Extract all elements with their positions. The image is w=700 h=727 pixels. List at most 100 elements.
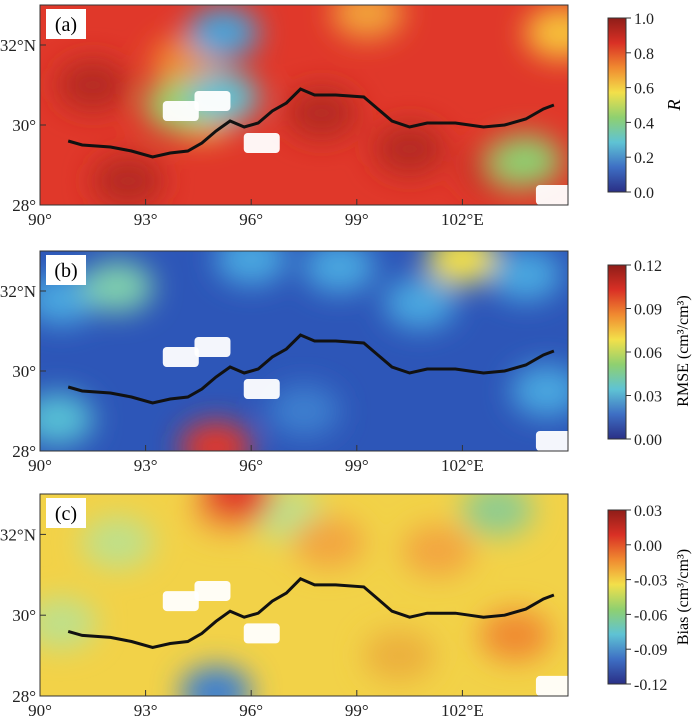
x-tick-label: 90° bbox=[28, 210, 52, 229]
y-tick-label: 32°N bbox=[0, 282, 36, 301]
colorbar: 0.12 0.09 0.06 0.03 0.00 RMSE (cm³/cm³) bbox=[607, 258, 692, 449]
map-panel-b: (b) 90° 93° 96° 99° 102°E 32°N 30° 28° 0.12 0.0… bbox=[0, 250, 692, 475]
x-tick-label: 96° bbox=[239, 701, 263, 720]
colorbar-tick-label: -0.03 bbox=[634, 573, 667, 590]
field-patch bbox=[180, 665, 252, 696]
boundary-line bbox=[67, 577, 555, 650]
field-patch bbox=[40, 393, 94, 445]
y-tick-label: 30° bbox=[12, 362, 36, 381]
colorbar-tick-label: 0.06 bbox=[634, 345, 662, 362]
field-patch bbox=[489, 251, 562, 301]
panel-label: (c) bbox=[55, 503, 77, 525]
colorbar-gradient bbox=[607, 509, 627, 685]
field-patch bbox=[489, 135, 562, 187]
colorbar-title: R bbox=[664, 100, 684, 112]
colorbar-tick-label: 0.8 bbox=[634, 46, 654, 63]
boundary-line bbox=[67, 333, 555, 405]
field-patch bbox=[303, 251, 376, 293]
y-tick-label: 32°N bbox=[0, 525, 36, 544]
colorbar-tick-label: 0.09 bbox=[634, 302, 662, 319]
x-tick-label: 90° bbox=[28, 701, 52, 720]
map-panel-c: (c) 90° 93° 96° 99° 102°E 32°N30°28° 0.030.0… bbox=[0, 493, 692, 720]
colorbar-tick-label: 0.12 bbox=[634, 258, 662, 275]
field-patch bbox=[510, 365, 568, 417]
field-patch bbox=[363, 629, 436, 682]
map-frame bbox=[39, 4, 569, 206]
masked-areas bbox=[162, 580, 568, 696]
masked-areas bbox=[162, 337, 568, 451]
x-tick-label: 102°E bbox=[441, 701, 484, 720]
colorbar-tick-label: 0.00 bbox=[634, 538, 662, 555]
y-axis: 32°N 30° 28° bbox=[0, 282, 46, 461]
masked-areas bbox=[162, 91, 568, 205]
field-patch bbox=[215, 251, 288, 285]
panel-label: (a) bbox=[55, 14, 77, 36]
x-axis: 90° 93° 96° 99° 102°E bbox=[28, 199, 484, 229]
colorbar-tick-label: 1.0 bbox=[634, 11, 654, 28]
y-tick-label: 32°N bbox=[0, 36, 36, 55]
masked-area bbox=[162, 347, 199, 367]
colorbar-ticks: 0.03 0.00 -0.03 -0.06 -0.09 -0.12 bbox=[626, 503, 667, 694]
colorbar-tick-label: -0.06 bbox=[634, 607, 667, 624]
panel-label-box: (c) bbox=[46, 498, 86, 528]
map-frame bbox=[39, 493, 569, 697]
y-tick-label: 28° bbox=[12, 196, 36, 215]
x-tick-label: 93° bbox=[134, 456, 158, 475]
map-panel-a: (a) 90° 93° 96° 99° 102°E 32°N 30° 28° 1.0 0.8 0… bbox=[0, 4, 684, 229]
field-patch bbox=[187, 7, 260, 59]
colorbar: 0.03 0.00 -0.03 -0.06 -0.09 -0.12 Bias (cm³/c… bbox=[607, 503, 692, 694]
y-axis: 32°N 30° 28° bbox=[0, 525, 46, 706]
y-axis: 32°N 30° 28° bbox=[0, 36, 46, 215]
field-patch bbox=[426, 251, 499, 285]
boundary-line bbox=[67, 87, 555, 159]
colorbar-tick-label: 0.0 bbox=[634, 185, 654, 202]
panel-label-box: (a) bbox=[46, 9, 86, 39]
x-tick-label: 96° bbox=[239, 210, 263, 229]
colorbar-title: RMSE (cm³/cm³) bbox=[675, 295, 692, 406]
field-patch bbox=[285, 87, 358, 139]
colorbar-tick-label: 0.4 bbox=[634, 115, 654, 132]
field-patch bbox=[92, 155, 164, 205]
colorbar-tick-label: 0.6 bbox=[634, 81, 654, 98]
colorbar-tick-label: 0.03 bbox=[634, 503, 662, 520]
field-patch bbox=[524, 7, 568, 59]
colorbar-ticks: 0.12 0.09 0.06 0.03 0.00 bbox=[626, 258, 662, 449]
colorbar-tick-label: 0.2 bbox=[634, 150, 654, 167]
field-patch bbox=[384, 277, 457, 329]
masked-area bbox=[162, 101, 199, 121]
x-axis: 90° 93° 96° 99° 102°E bbox=[28, 690, 484, 720]
field-patch bbox=[201, 494, 274, 520]
field-patch bbox=[180, 421, 252, 451]
colorbar-gradient bbox=[607, 17, 627, 193]
field-patch bbox=[292, 516, 365, 569]
x-axis: 90° 93° 96° 99° 102°E bbox=[28, 445, 484, 475]
masked-area bbox=[194, 580, 231, 601]
masked-area bbox=[162, 591, 199, 612]
masked-area bbox=[243, 133, 280, 153]
colorbar-tick-label: -0.09 bbox=[634, 642, 667, 659]
field-patch bbox=[56, 59, 129, 111]
map-frame bbox=[39, 250, 569, 452]
masked-area bbox=[535, 431, 568, 451]
y-tick-label: 28° bbox=[12, 442, 36, 461]
field-patch bbox=[268, 385, 340, 437]
colorbar-tick-label: 0.03 bbox=[634, 389, 662, 406]
field-patch bbox=[461, 494, 534, 537]
y-tick-label: 28° bbox=[12, 687, 36, 706]
field-patch bbox=[401, 524, 474, 577]
field-patches bbox=[40, 494, 552, 696]
field-patch bbox=[331, 5, 404, 39]
x-tick-label: 93° bbox=[134, 701, 158, 720]
x-tick-label: 99° bbox=[345, 210, 369, 229]
field-patch bbox=[81, 516, 154, 569]
colorbar-tick-label: -0.12 bbox=[634, 677, 667, 694]
field-patches bbox=[40, 251, 568, 451]
masked-area bbox=[194, 91, 231, 111]
map-field-b bbox=[40, 251, 568, 451]
panel-label-box: (b) bbox=[46, 255, 86, 285]
masked-area bbox=[243, 379, 280, 399]
map-field-a bbox=[40, 5, 568, 205]
masked-area bbox=[194, 337, 231, 357]
x-tick-label: 99° bbox=[345, 701, 369, 720]
x-tick-label: 96° bbox=[239, 456, 263, 475]
